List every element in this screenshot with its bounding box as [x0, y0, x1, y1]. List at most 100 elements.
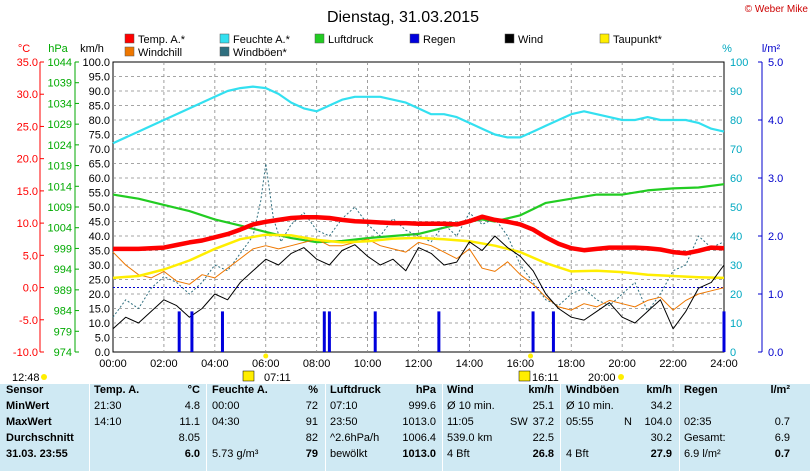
x-tick-label: 18:00 [557, 358, 585, 370]
legend-swatch [219, 46, 230, 57]
axis-unit-rain: l/m² [762, 43, 781, 55]
cell-value: 30.2 [650, 432, 672, 444]
wind-tick-label: 15.0 [89, 304, 110, 316]
legend-label: Windböen* [233, 47, 288, 59]
cell-time: 4 Bft [447, 448, 470, 460]
column-header: Wind [447, 384, 474, 396]
cell-value: 82 [305, 432, 318, 444]
humidity-tick-label: 100 [730, 57, 748, 69]
x-tick-label: 00:00 [99, 358, 127, 370]
x-tick-label: 06:00 [252, 358, 280, 370]
pressure-tick-label: 979 [54, 326, 72, 338]
cell-value: 11.1 [179, 416, 200, 428]
statistics-table: Sensor MinWert MaxWert Durchschnitt 31.03. 2… [0, 384, 810, 471]
cell-time: 23:50 [330, 416, 358, 428]
series-line [113, 214, 725, 256]
wind-tick-label: 55.0 [89, 188, 110, 200]
temp-tick-label: 15.0 [17, 186, 38, 198]
cell-time: bewölkt [330, 448, 368, 460]
cell-time: 05:55 [566, 416, 594, 428]
cell-value: 72 [305, 400, 318, 412]
wind-tick-label: 5.0 [95, 333, 110, 345]
x-tick-label: 14:00 [456, 358, 484, 370]
legend-swatch [124, 33, 135, 44]
rain-bar [437, 311, 441, 352]
rain-bar [190, 311, 194, 352]
pressure-tick-label: 1024 [48, 140, 72, 152]
axis-sun-marker [528, 353, 534, 359]
rain-tick-label: 4.0 [768, 115, 783, 127]
wind-tick-label: 20.0 [89, 289, 110, 301]
pressure-tick-label: 989 [54, 285, 72, 297]
sensor-row-label: Durchschnitt [6, 432, 74, 444]
pressure-tick-label: 1039 [48, 78, 72, 90]
sensor-row-label: MaxWert [6, 416, 52, 428]
wind-tick-label: 70.0 [89, 144, 110, 156]
cell-value: 1013.0 [402, 416, 436, 428]
plot-area [112, 85, 726, 382]
cell-time: 00:00 [212, 400, 240, 412]
sun-marker-left [41, 374, 47, 380]
legend-swatch [314, 33, 325, 44]
x-tick-label: 22:00 [659, 358, 687, 370]
wind-tick-label: 10.0 [89, 318, 110, 330]
humidity-tick-label: 70 [730, 144, 742, 156]
series-line [112, 238, 725, 311]
legend-swatch [504, 33, 515, 44]
x-tick-label: 02:00 [150, 358, 178, 370]
pressure-tick-label: 1009 [48, 202, 72, 214]
cell-value: 6.9 [774, 432, 790, 444]
pressure-tick-label: 984 [54, 306, 72, 318]
legend-label: Regen [423, 34, 455, 46]
cell-value: 8.05 [178, 432, 200, 444]
chart-title: Dienstag, 31.03.2015 [327, 9, 479, 26]
cell-time: 21:30 [94, 400, 122, 412]
cell-time: Ø 10 min. [447, 400, 495, 412]
axes: 00:00 02:00 04:00 06:00 08:00 10:00 12:00 14:00… [13, 57, 783, 370]
cell-time: 14:10 [94, 416, 122, 428]
axis-sun-marker [263, 353, 269, 359]
axis-unit-wind: km/h [80, 43, 104, 55]
rain-bar [177, 311, 181, 352]
rain-bar [373, 311, 377, 352]
temp-tick-label: 20.0 [17, 154, 38, 166]
temp-tick-label: -10.0 [13, 347, 38, 359]
humidity-tick-label: 50 [730, 202, 742, 214]
cell-time: 11:05 [447, 416, 474, 428]
legend-label: Feuchte A.* [233, 34, 291, 46]
pressure-tick-label: 974 [54, 347, 72, 359]
cell-direction: N [624, 416, 632, 428]
cell-value: 0.7 [774, 448, 790, 460]
grid [113, 62, 724, 352]
column-header: Regen [684, 384, 718, 396]
wind-tick-label: 25.0 [89, 275, 110, 287]
temp-tick-label: 10.0 [17, 218, 38, 230]
cell-time: 04:30 [212, 416, 240, 428]
weather-chart: Dienstag, 31.03.2015 © Weber Mike Temp. … [12, 4, 808, 384]
pressure-tick-label: 1029 [48, 119, 72, 131]
cell-value: 91 [305, 416, 318, 428]
humidity-tick-label: 10 [730, 318, 742, 330]
axis-unit-pressure: hPa [48, 43, 68, 55]
sunset-icon [518, 370, 531, 382]
sensor-row-label: 31.03. 23:55 [6, 448, 68, 460]
series-line [112, 183, 725, 244]
wind-tick-label: 0.0 [95, 347, 110, 359]
legend-swatch [219, 33, 230, 44]
temp-tick-label: 5.0 [23, 250, 38, 262]
x-tick-label: 12:00 [405, 358, 433, 370]
rain-tick-label: 5.0 [768, 57, 783, 69]
sunrise-label: 07:11 [264, 372, 291, 384]
series-line [112, 233, 725, 280]
cell-time: Ø 10 min. [566, 400, 614, 412]
x-tick-label: 20:00 [608, 358, 636, 370]
column-unit: hPa [415, 384, 436, 396]
pressure-tick-label: 1019 [48, 161, 72, 173]
wind-tick-label: 35.0 [89, 246, 110, 258]
sunrise-icon [242, 370, 255, 382]
cell-time: ^2.6hPa/h [330, 432, 380, 444]
temp-tick-label: -5.0 [19, 315, 38, 327]
legend-label: Luftdruck [328, 34, 374, 46]
x-tick-label: 08:00 [303, 358, 331, 370]
wind-tick-label: 80.0 [89, 115, 110, 127]
